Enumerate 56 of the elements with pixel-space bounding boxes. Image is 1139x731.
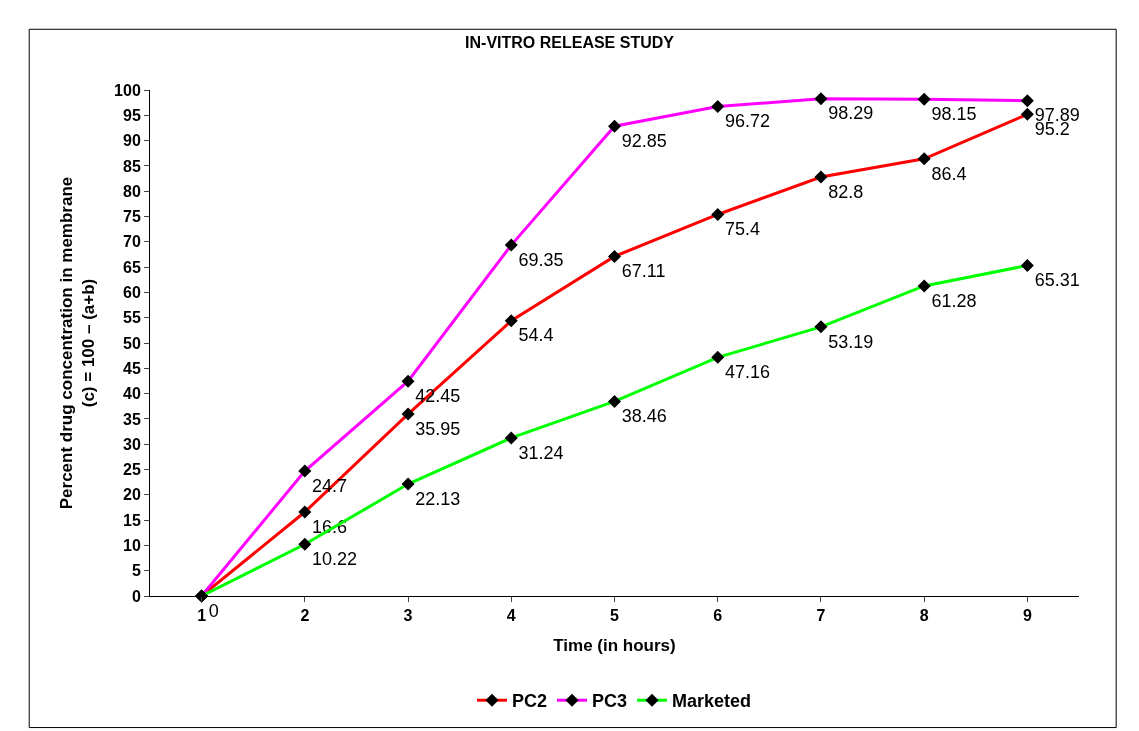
data-label: 47.16 <box>724 362 771 383</box>
data-label: 75.4 <box>724 219 761 240</box>
y-tick-label: 85 <box>123 157 141 175</box>
data-label: 31.24 <box>518 442 564 463</box>
data-label: 98.29 <box>828 103 874 124</box>
y-tick-label: 90 <box>123 132 141 150</box>
y-tick-label: 0 <box>131 587 141 605</box>
y-tick-label: 5 <box>131 562 141 580</box>
y-tick-label: 65 <box>123 258 141 276</box>
y-tick-label: 10 <box>123 537 141 554</box>
data-label: 22.13 <box>415 488 461 509</box>
y-tick-label: 35 <box>123 410 141 428</box>
data-label: 67.11 <box>621 261 666 282</box>
legend-label: Marketed <box>672 691 752 712</box>
y-tick-label: 80 <box>123 182 141 200</box>
x-tick-label: 5 <box>610 607 620 625</box>
data-label: 0 <box>208 600 219 621</box>
x-tick-label: 3 <box>403 607 413 625</box>
legend-label: PC2 <box>512 691 548 712</box>
y-tick-label: 45 <box>123 359 141 377</box>
x-tick-label: 2 <box>300 607 310 625</box>
chart-title: IN-VITRO RELEASE STUDY <box>465 33 675 51</box>
data-label: 92.85 <box>621 130 667 151</box>
y-tick-label: 70 <box>123 233 141 251</box>
y-tick-label: 55 <box>123 309 141 327</box>
y-tick-label: 60 <box>123 284 141 301</box>
data-label: 53.19 <box>828 331 874 352</box>
y-tick-label: 95 <box>123 106 141 124</box>
y-tick-label: 30 <box>123 435 141 453</box>
data-label: 61.28 <box>931 290 977 311</box>
y-tick-label: 20 <box>123 486 141 504</box>
data-label: 96.72 <box>724 111 771 132</box>
y-axis-title: Percent drug concentration in membrane (c) = 100 – (a+b) <box>56 176 98 510</box>
data-label: 35.95 <box>415 418 461 439</box>
y-tick-label: 15 <box>123 511 141 529</box>
x-tick-label: 7 <box>816 607 826 625</box>
y-tick-label: 25 <box>123 461 141 479</box>
data-label: 54.4 <box>518 325 554 346</box>
x-tick-label: 6 <box>713 607 723 625</box>
data-label: 82.8 <box>828 181 864 202</box>
data-label: 98.15 <box>931 104 977 125</box>
y-tick-label: 40 <box>123 385 141 403</box>
y-tick-label: 75 <box>123 208 141 226</box>
x-tick-label: 4 <box>506 607 516 625</box>
y-tick-label: 50 <box>123 334 141 352</box>
data-label: 10.22 <box>312 549 358 570</box>
x-axis-title: Time (in hours) <box>553 635 676 655</box>
x-tick-label: 8 <box>919 607 929 625</box>
data-label: 69.35 <box>518 249 564 270</box>
x-tick-label: 1 <box>197 607 207 625</box>
y-tick-label: 100 <box>114 81 141 99</box>
data-label: 86.4 <box>931 163 967 184</box>
data-label: 38.46 <box>621 406 667 427</box>
data-label: 65.31 <box>1034 270 1080 291</box>
x-tick-label: 9 <box>1022 607 1032 625</box>
legend-label: PC3 <box>592 691 628 712</box>
